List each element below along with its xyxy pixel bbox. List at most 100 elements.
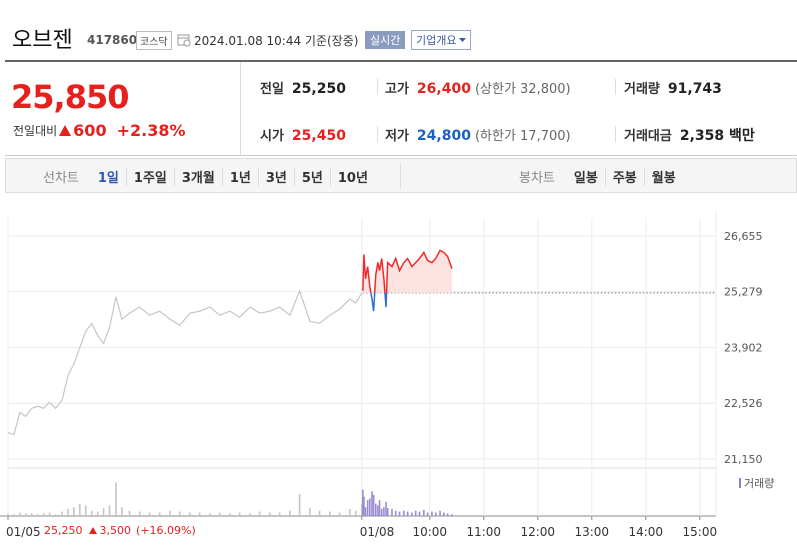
volume-bar [380,508,383,516]
volume-bar [364,507,367,516]
volume-bar [249,513,251,516]
x-tick-label: 14:00 [628,525,663,539]
stat-value: 26,400 [416,81,471,97]
x-tick-label: 13:00 [574,525,609,539]
volume-bar [90,510,93,516]
volume-bar [102,508,105,516]
stock-code: 417860 [87,33,138,47]
tab[interactable]: 1일 [97,170,119,186]
volume-bar [394,510,397,516]
y-tick-label: 23,902 [724,341,763,354]
stat-label: 전일 [260,82,284,97]
stat: 거래량 91,743 [624,78,722,97]
volume-bar [218,512,221,516]
up-arrow [88,527,97,534]
volume-bar [30,513,33,516]
volume-bar [434,512,437,516]
company-button[interactable]: 기업개요 [411,30,472,50]
volume-bar [128,510,131,516]
volume-bar [372,494,375,516]
tab[interactable]: 주봉 [604,166,644,186]
volume-bar [278,512,281,516]
summary-close: 25,250 [44,524,83,537]
x-tick-label: 12:00 [520,525,555,539]
candle-tabs: 봉차트 일봉 주봉 월봉 [512,160,683,192]
volume-bar [349,508,351,516]
volume-bar [84,505,87,516]
volume-bar [366,500,369,516]
volume-bar [369,498,371,516]
price-line [7,289,363,436]
volume-bar [386,508,389,516]
y-tick-label: 22,526 [724,397,763,410]
volume-bar [79,503,81,516]
stock-name: 오브젠 [12,28,73,53]
separator [377,126,378,142]
stat-value: 24,800 [416,128,471,144]
tab[interactable]: 월봉 [643,166,683,186]
stat: 시가 25,450 [260,125,346,144]
volume-bar [451,514,453,516]
volume-bar [7,513,9,516]
separator [377,79,378,95]
volume-bar [73,507,75,516]
stat: 거래대금 2,358 백만 [624,125,755,145]
y-tick-label: 25,279 [724,286,763,299]
market-badge: 코스닥 [136,31,172,50]
volume-bar [158,512,161,516]
volume-bar [42,513,45,516]
tab[interactable]: 3년 [257,166,294,186]
volume-bar [406,511,409,516]
x-tick-label: 01/05 [6,525,41,539]
stat-label: 거래량 [624,82,660,97]
volume-bar [446,513,449,516]
volume-bar [385,501,387,516]
area [362,250,452,293]
volume-bar [54,514,57,516]
stat-value: 25,450 [291,128,346,144]
summary: 25,250 3,500 (+16.09%) [44,524,196,537]
volume-bar [108,505,111,516]
volume-bar [61,511,63,516]
volume-bar [374,503,377,516]
tab-bar [5,158,797,193]
volume-bar [36,514,39,516]
volume-bar [360,503,363,516]
tab[interactable]: 1년 [221,166,258,186]
tab[interactable]: 10년 [329,166,375,186]
volume-bar [198,512,201,516]
stat-label: 고가 [385,82,409,97]
tab[interactable]: 1주일 [125,166,174,186]
quote-divider [240,62,241,156]
stat: 고가 26,400 (상한가 32,800) [385,78,571,97]
volume-bar [229,513,231,516]
volume-bar [178,511,181,516]
volume-bar [258,511,261,516]
realtime-button[interactable]: 실시간 [365,31,406,49]
stat-label: 시가 [260,129,284,144]
legend-swatch [739,478,741,488]
volume-bar [48,512,51,516]
y-tick-label: 26,655 [724,230,763,243]
volume-bar [377,505,379,516]
up-arrow [59,125,72,136]
company-button-label: 기업개요 [416,34,457,47]
stat: 저가 24,800 (하한가 17,700) [385,125,571,144]
tab[interactable]: 5년 [293,166,330,186]
x-tick-label: 11:00 [466,525,501,539]
volume-bar [318,510,321,516]
price: 25,850 [11,78,129,116]
stat-note: (상한가 32,800) [474,82,571,97]
tab[interactable]: 3개월 [173,166,222,186]
volume-bar [13,514,15,516]
volume-bar [371,491,373,516]
separator [615,126,616,142]
tab[interactable]: 일봉 [573,170,598,186]
volume-bar [403,510,405,516]
volume-bar [414,510,417,516]
tab-divider [400,164,401,188]
volume-bar [148,512,151,516]
